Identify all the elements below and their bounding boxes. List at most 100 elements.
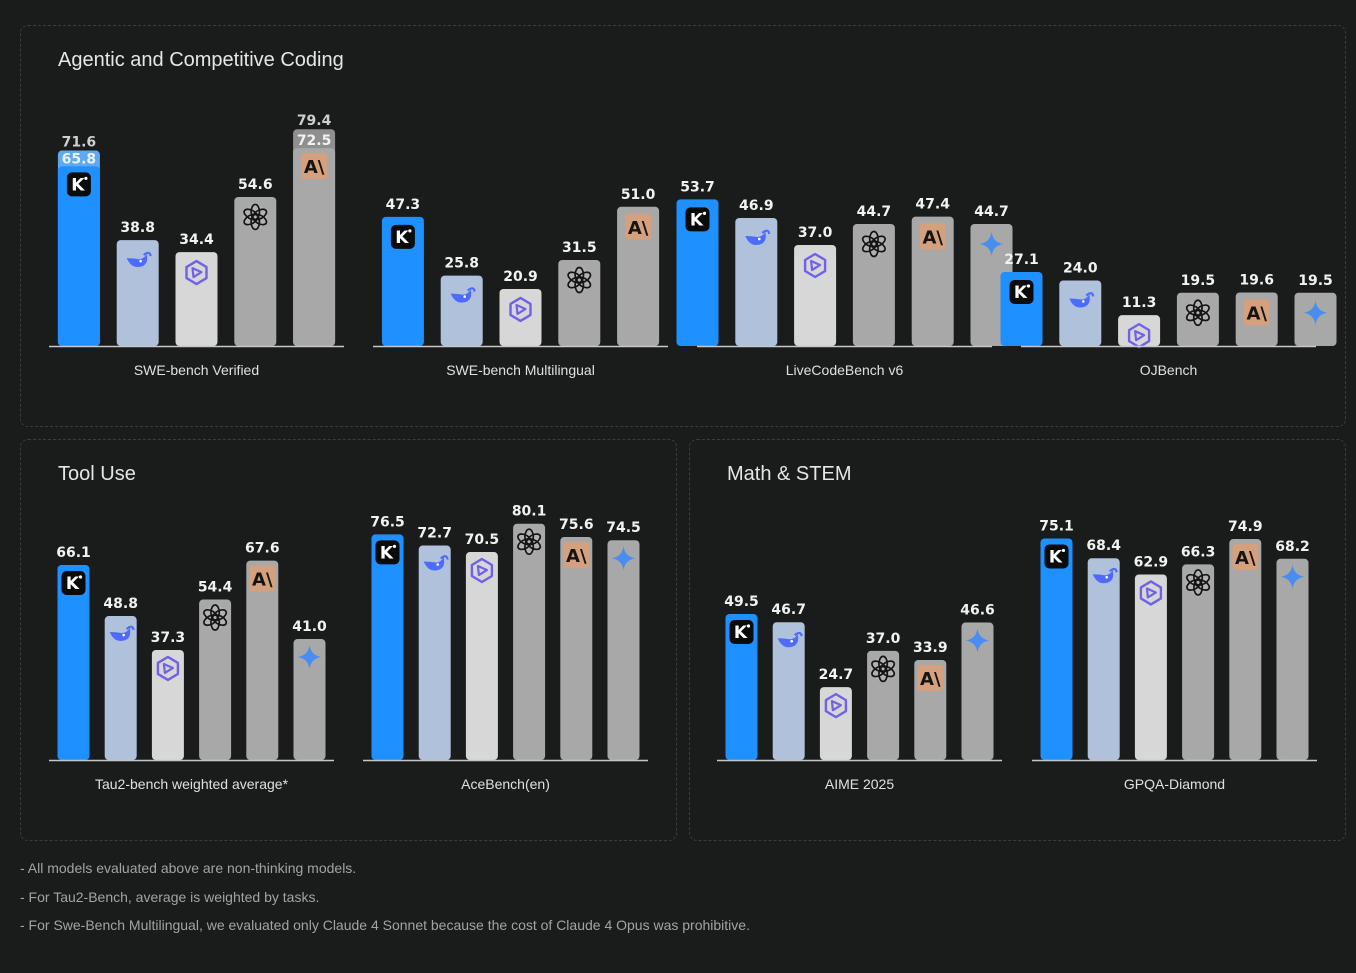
bar-value-label: 24.7 — [819, 667, 854, 683]
openai-icon — [861, 230, 886, 258]
bar — [57, 565, 90, 760]
bar — [513, 523, 546, 760]
category-label: GPQA-Diamond — [1124, 776, 1225, 792]
bar-group: 25.8 — [440, 256, 483, 346]
bar-group: 54.6 — [234, 177, 277, 346]
deepseek-icon — [777, 631, 803, 648]
bar-value-label: 53.7 — [680, 179, 715, 195]
bar-group: 41.0 — [292, 619, 327, 760]
footnote: - For Tau2-Bench, average is weighted by… — [20, 888, 320, 905]
bar-value-label: 51.0 — [621, 187, 656, 203]
category-label: AIME 2025 — [825, 776, 894, 792]
anthropic-icon: A\ — [1243, 299, 1270, 326]
bar-group: 46.9 — [735, 198, 778, 346]
svg-text:K: K — [734, 623, 748, 643]
bar — [440, 275, 483, 346]
panel-title: Tool Use — [58, 463, 136, 485]
bar-value-label: 46.9 — [739, 198, 774, 214]
bar-group: 37.0 — [794, 225, 837, 346]
bar-value-label: 19.6 — [1239, 272, 1274, 288]
svg-text:A\: A\ — [1235, 548, 1256, 569]
deepseek-icon — [126, 251, 152, 268]
tool-use-panel: Tool Use — [20, 439, 677, 841]
deepseek-icon — [450, 287, 476, 303]
bar-group: 74.9 A\ — [1228, 519, 1263, 760]
bar-group: 27.1 K — [1000, 252, 1043, 346]
category-label: OJBench — [1140, 362, 1198, 378]
qwen-icon — [824, 692, 848, 719]
bar — [735, 217, 778, 346]
panel-title: Math & STEM — [727, 463, 852, 485]
footnote: - All models evaluated above are non-thi… — [20, 860, 357, 876]
svg-text:A\: A\ — [920, 669, 941, 690]
bar-value-label: 38.8 — [120, 220, 155, 236]
bar — [175, 252, 218, 346]
panel-title: Agentic and Competitive Coding — [58, 49, 344, 71]
chart-tau2-bench: 66.1 K 48.8 37.3 54.4 67.6 A\ 41.0 Tau2-bench we… — [49, 502, 334, 797]
bar-value-label: 47.4 — [915, 197, 950, 213]
bar-value-label: 27.1 — [1004, 252, 1039, 268]
kimi-icon: K — [1044, 544, 1069, 569]
bar — [819, 687, 852, 760]
chart-gpqa-diamond: 75.1 K 68.4 62.9 66.3 74.9 A\ 68.2 GPQA-Diamond — [1032, 502, 1317, 797]
svg-text:K: K — [380, 543, 394, 563]
bar — [293, 639, 326, 760]
bar-group: 80.1 — [512, 504, 546, 760]
category-label: Tau2-bench weighted average* — [95, 776, 289, 792]
svg-text:K: K — [1014, 283, 1028, 303]
kimi-icon: K — [66, 172, 91, 197]
chart-livecodebench-v6: 53.7 K 46.9 37.0 44.7 47.4 A\ 44.7 LiveCodeBench… — [676, 88, 1013, 383]
bar-group: 75.6 A\ — [559, 517, 594, 760]
bar-value-label: 74.9 — [1228, 519, 1263, 535]
bar — [418, 545, 451, 760]
bar-value-label: 24.0 — [1063, 260, 1098, 276]
bar-group: 19.6 A\ — [1235, 272, 1278, 346]
svg-text:K: K — [66, 574, 80, 594]
bar-value-label: 31.5 — [562, 240, 597, 256]
bar-group: 49.5 K — [724, 594, 759, 760]
bar — [961, 622, 994, 760]
qwen-icon — [156, 655, 180, 682]
gemini-icon — [965, 628, 990, 653]
bar-group: 76.5 K — [370, 514, 405, 760]
bar-value-label: 25.8 — [444, 256, 479, 272]
bar — [1087, 558, 1120, 760]
qwen-icon — [803, 252, 827, 279]
bar-value-label: 37.3 — [151, 630, 186, 646]
bar — [794, 244, 837, 346]
bar-value-label: 46.7 — [771, 602, 806, 618]
bar-group: 19.5 — [1176, 273, 1219, 346]
bar — [772, 622, 805, 760]
svg-text:A\: A\ — [628, 218, 649, 239]
bar — [465, 552, 498, 760]
svg-text:A\: A\ — [1246, 303, 1267, 324]
qwen-icon — [470, 557, 494, 584]
bar-value-label: 72.7 — [417, 526, 452, 542]
footnote: - For Swe-Bench Multilingual, we evaluat… — [20, 917, 750, 933]
kimi-icon: K — [375, 540, 400, 565]
bar-group: 31.5 — [558, 240, 601, 346]
bar-value-label: 75.6 — [559, 517, 594, 533]
openai-icon — [1186, 569, 1211, 596]
svg-text:K: K — [690, 210, 704, 230]
bar — [1229, 539, 1262, 760]
svg-text:K: K — [71, 175, 85, 195]
bar-group: 44.7 — [852, 204, 895, 346]
chart-swe-bench-multilingual: 47.3 K 25.8 20.9 31.5 51.0 A\ SWE-bench Multili… — [373, 88, 668, 383]
bar-group: 67.6 A\ — [245, 541, 280, 760]
chart-aime-2025: 49.5 K 46.7 24.7 37.0 33.9 A\ 46.6 AIME 2025 — [717, 502, 1002, 797]
footnotes: - All models evaluated above are non-thi… — [20, 858, 750, 944]
bar — [1182, 564, 1215, 760]
bar — [199, 599, 232, 760]
bar-group: 11.3 — [1118, 295, 1161, 349]
gemini-icon — [1303, 300, 1328, 325]
anthropic-icon: A\ — [917, 664, 944, 691]
bar-group: 37.0 — [866, 631, 901, 760]
qwen-icon — [185, 259, 208, 286]
svg-text:A\: A\ — [566, 546, 587, 567]
bar-value-label: 62.9 — [1134, 554, 1169, 570]
bar-value-label: 75.1 — [1039, 518, 1074, 534]
kimi-icon: K — [685, 207, 710, 232]
bar — [1040, 538, 1073, 760]
bar-value-label: 76.5 — [370, 514, 405, 530]
